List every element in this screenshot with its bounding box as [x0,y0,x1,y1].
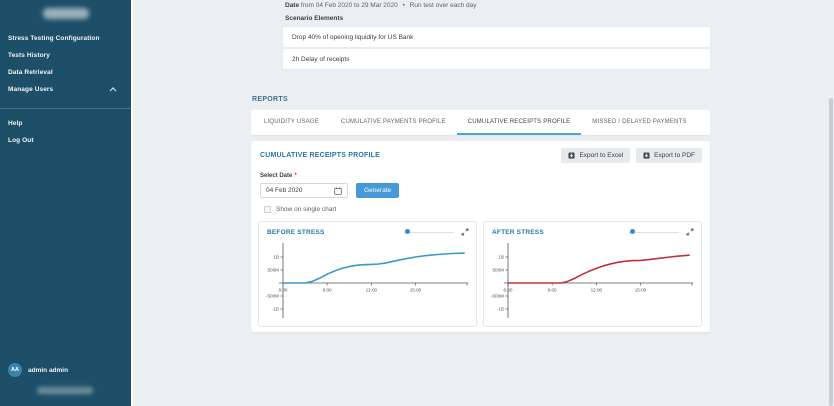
report-detail-card: CUMULATIVE RECEIPTS PROFILE Export to Ex… [251,141,710,332]
svg-text:9:00: 9:00 [548,288,557,293]
svg-text:500M: 500M [268,268,280,273]
export-icon [643,152,650,159]
sidebar-item-label: Help [8,120,23,127]
after-stress-chart-card: AFTER STRESS 1B 500M -500M -1B 6:00 9:00 12:00… [483,221,702,327]
sidebar-item-label: Data Retrieval [8,69,53,76]
report-title: CUMULATIVE RECEIPTS PROFILE [260,152,380,159]
app-logo [0,0,131,26]
scenario-elements-list: Drop 40% of opening liquidity for US Ban… [283,27,710,71]
generate-button[interactable]: Generate [356,183,400,198]
sidebar-item-tests-history[interactable]: Tests History [0,47,131,64]
footer-text-blurred [37,387,93,394]
svg-text:6:00: 6:00 [279,288,288,293]
sidebar-item-data-retrieval[interactable]: Data Retrieval [0,64,131,81]
sidebar-item-label: Log Out [8,137,34,144]
svg-text:15:00: 15:00 [410,288,422,293]
export-pdf-label: Export to PDF [654,152,695,159]
tab-liquidity-usage[interactable]: LIQUIDITY USAGE [264,118,319,125]
svg-text:1B: 1B [273,255,279,260]
expand-icon[interactable] [461,228,469,236]
export-excel-label: Export to Excel [579,152,624,159]
scenario-elements-title: Scenario Elements [285,15,344,22]
sidebar-item-stress-testing-configuration[interactable]: Stress Testing Configuration [0,30,131,47]
tab-cumulative-payments-profile[interactable]: CUMULATIVE PAYMENTS PROFILE [340,118,446,125]
sidebar-item-manage-users[interactable]: Manage Users [0,81,131,98]
export-to-excel-button[interactable]: Export to Excel [561,148,631,163]
sidebar-divider [0,108,131,109]
sidebar: Stress Testing Configuration Tests Histo… [0,0,133,406]
date-range: from 04 Feb 2020 to 29 Mar 2020 [300,2,398,9]
chart-zoom-slider[interactable] [629,228,679,236]
scenario-item-text: Drop 40% of opening liquidity for US Ban… [292,33,414,41]
reports-tab-bar: LIQUIDITY USAGE CUMULATIVE PAYMENTS PROF… [251,110,710,135]
svg-text:-1B: -1B [272,307,279,312]
svg-text:500M: 500M [493,268,505,273]
chart-zoom-slider[interactable] [404,228,454,236]
required-asterisk: * [294,173,297,179]
scenario-item[interactable]: Drop 40% of opening liquidity for US Ban… [283,27,710,47]
date-picker-input[interactable]: 04 Feb 2020 [260,183,348,198]
sidebar-nav: Stress Testing Configuration Tests Histo… [0,30,131,149]
svg-text:1B: 1B [498,255,504,260]
svg-text:15:00: 15:00 [635,288,647,293]
svg-text:6:00: 6:00 [504,288,513,293]
after-stress-title: AFTER STRESS [492,228,544,236]
tab-missed-delayed-payments[interactable]: MISSED / DELAYED PAYMENTS [592,118,687,125]
sidebar-item-label: Tests History [8,52,50,59]
export-to-pdf-button[interactable]: Export to PDF [636,148,702,163]
svg-text:9:00: 9:00 [323,288,332,293]
select-date-label: Select Date * [260,173,297,179]
slider-handle[interactable] [405,229,410,234]
checkbox-label: Show on single chart [276,206,337,213]
svg-text:-500M: -500M [266,294,279,299]
chevron-up-icon [109,87,117,92]
sidebar-item-help[interactable]: Help [0,115,131,132]
run-note: Run test over each day [409,2,477,9]
date-value: 04 Feb 2020 [266,187,303,194]
reports-section-title: REPORTS [252,96,288,103]
svg-text:12:00: 12:00 [591,288,603,293]
svg-text:-500M: -500M [491,294,504,299]
expand-icon[interactable] [686,228,694,236]
scenario-item-text: 2h Delay of receipts [292,55,350,63]
user-name: admin admin [28,366,69,374]
calendar-icon[interactable] [334,186,342,195]
svg-text:-1B: -1B [497,307,504,312]
sidebar-item-log-out[interactable]: Log Out [0,132,131,149]
vertical-scrollbar[interactable] [829,98,833,406]
after-stress-line-chart: 1B 500M -500M -1B 6:00 9:00 12:00 15:00 [491,243,693,318]
test-date-summary: Date from 04 Feb 2020 to 29 Mar 2020 • R… [285,2,477,9]
separator-dot: • [402,2,405,9]
sidebar-item-label: Manage Users [8,86,54,93]
avatar: AA [8,363,22,377]
main-content: Date from 04 Feb 2020 to 29 Mar 2020 • R… [133,0,834,406]
current-user[interactable]: AA admin admin [0,357,131,383]
slider-handle[interactable] [630,229,635,234]
date-label: Date [285,2,300,9]
before-stress-title: BEFORE STRESS [267,228,325,236]
scenario-item[interactable]: 2h Delay of receipts [283,49,710,69]
sidebar-item-label: Stress Testing Configuration [8,35,100,42]
export-icon [568,152,576,159]
tab-cumulative-receipts-profile[interactable]: CUMULATIVE RECEIPTS PROFILE [456,110,582,135]
before-stress-chart-card: BEFORE STRESS 1B 500M -500M -1B 6:00 9:00 12:0… [258,221,477,327]
slider-track [404,231,454,233]
checkbox-unchecked[interactable] [264,206,271,213]
before-stress-line-chart: 1B 500M -500M -1B 6:00 9:00 12:00 15:00 [266,243,468,318]
logo-image-blurred [42,7,89,19]
svg-text:12:00: 12:00 [366,288,378,293]
show-single-chart-option[interactable]: Show on single chart [264,206,710,213]
slider-track [629,231,679,233]
